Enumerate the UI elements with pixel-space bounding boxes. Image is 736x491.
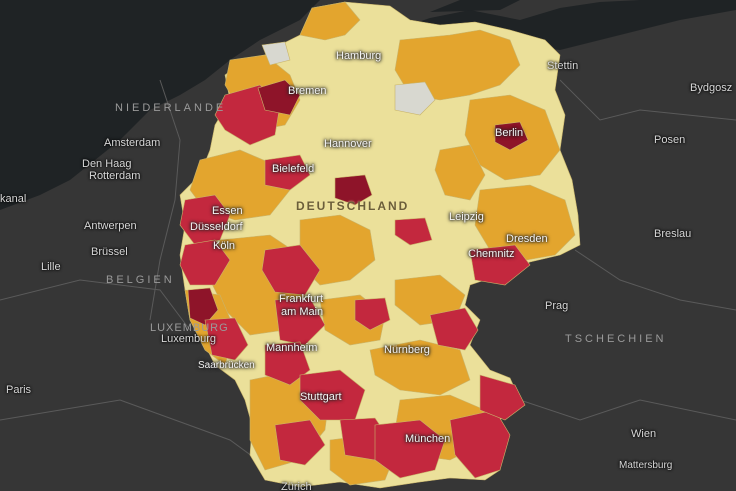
city-paris: Paris bbox=[6, 384, 32, 396]
district-none-north bbox=[261, 41, 291, 66]
city-bydgosz: Bydgosz bbox=[690, 82, 733, 94]
district-red-hessen bbox=[261, 244, 321, 296]
district-red-thuringia bbox=[394, 217, 433, 246]
city-muenchen: München bbox=[405, 433, 451, 445]
district-red-owl bbox=[334, 174, 373, 206]
city-hannover: Hannover bbox=[324, 138, 372, 150]
district-red-ruhr bbox=[179, 194, 231, 246]
city-breslau: Breslau bbox=[654, 228, 692, 240]
city-zuerich: Zürich bbox=[281, 481, 312, 491]
city-nuernberg: Nürnberg bbox=[384, 344, 430, 356]
city-mattersburg: Mattersburg bbox=[619, 460, 673, 471]
city-berlin: Berlin bbox=[495, 127, 524, 139]
city-hamburg: Hamburg bbox=[336, 50, 382, 62]
country-label-belgium: BELGIEN bbox=[106, 274, 175, 286]
district-none-lueneburg bbox=[394, 81, 436, 116]
city-kanal: kanal bbox=[0, 193, 27, 205]
city-bremen: Bremen bbox=[288, 85, 327, 97]
city-bruessel: Brüssel bbox=[91, 246, 128, 258]
district-red-aachen bbox=[187, 287, 219, 326]
city-prag: Prag bbox=[545, 300, 569, 312]
district-red-bavarian-forest bbox=[429, 307, 479, 351]
city-lille: Lille bbox=[41, 261, 61, 273]
district-orange-east2 bbox=[434, 144, 486, 201]
district-red-koeln bbox=[179, 239, 231, 286]
city-luxemburg: Luxemburg bbox=[161, 333, 217, 345]
country-label-germany: DEUTSCHLAND bbox=[296, 199, 410, 213]
country-label-luxembourg: LUXEMBURG bbox=[150, 322, 229, 334]
city-rotterdam: Rotterdam bbox=[89, 170, 141, 182]
district-red-bremen bbox=[257, 79, 301, 116]
district-red-berlin bbox=[494, 121, 529, 151]
city-mannheim: Mannheim bbox=[266, 342, 318, 354]
country-label-netherlands: NIEDERLANDE bbox=[115, 102, 227, 114]
city-chemnitz: Chemnitz bbox=[468, 248, 515, 260]
city-essen: Essen bbox=[212, 205, 243, 217]
city-saarbruecken: Saarbrücken bbox=[198, 360, 255, 371]
district-orange-north bbox=[299, 1, 361, 41]
district-red-erzgebirge bbox=[469, 244, 531, 286]
district-red-nbg bbox=[354, 297, 391, 331]
city-stuttgart: Stuttgart bbox=[300, 391, 342, 403]
germany-districts bbox=[179, 1, 581, 489]
city-dresden: Dresden bbox=[506, 233, 548, 245]
city-koeln: Köln bbox=[213, 240, 236, 252]
country-label-czechia: TSCHECHIEN bbox=[565, 333, 667, 345]
city-amsterdam: Amsterdam bbox=[104, 137, 161, 149]
district-orange-sax bbox=[474, 184, 576, 263]
city-leipzig: Leipzig bbox=[449, 211, 484, 223]
city-den-haag: Den Haag bbox=[82, 158, 132, 170]
city-stettin: Stettin bbox=[547, 60, 579, 72]
city-frankfurt-line1: Frankfurt bbox=[279, 293, 324, 305]
city-bielefeld: Bielefeld bbox=[272, 163, 315, 175]
city-duesseldorf: Düsseldorf bbox=[190, 221, 243, 233]
city-posen: Posen bbox=[654, 134, 686, 146]
city-wien: Wien bbox=[631, 428, 657, 440]
city-antwerpen: Antwerpen bbox=[84, 220, 137, 232]
city-frankfurt-line2: am Main bbox=[281, 306, 324, 318]
district-red-bielefeld bbox=[264, 154, 311, 191]
district-red-passau bbox=[479, 374, 526, 421]
district-orange-bay1 bbox=[369, 339, 471, 396]
district-red-muenchen bbox=[374, 419, 446, 479]
district-red-bw-south bbox=[274, 419, 326, 466]
district-red-saar bbox=[204, 317, 249, 361]
district-red-frankfurt bbox=[274, 297, 326, 346]
